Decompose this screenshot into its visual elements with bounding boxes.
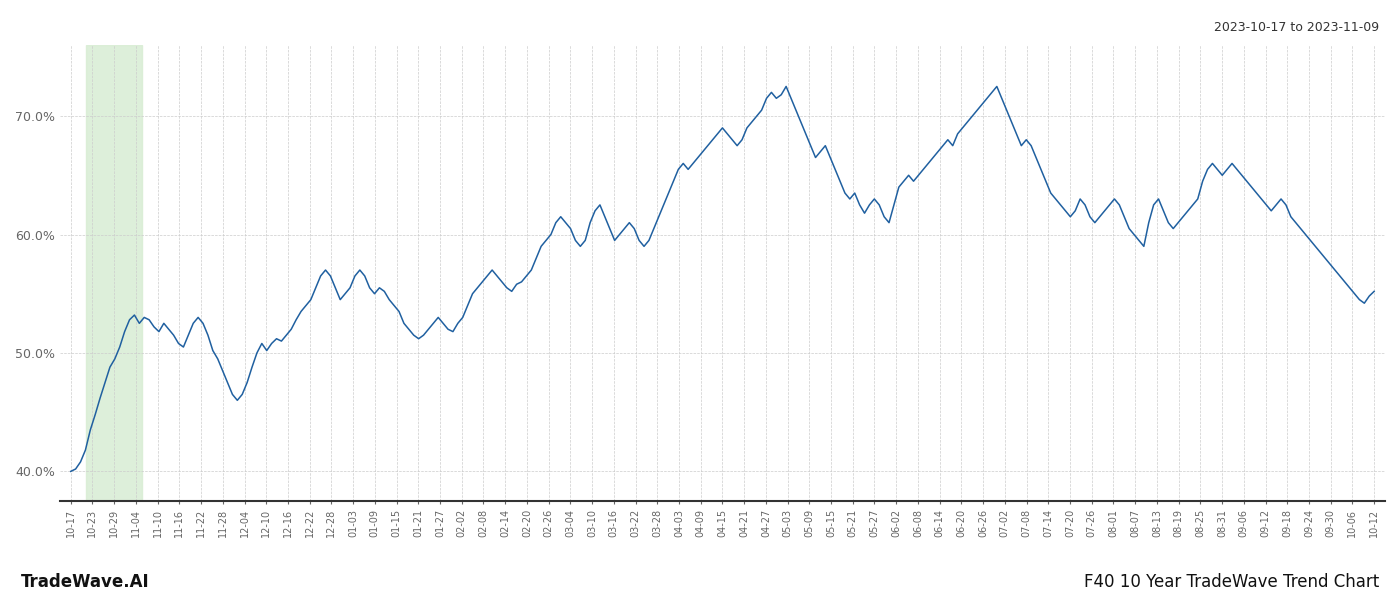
Bar [85,45,143,501]
Text: TradeWave.AI: TradeWave.AI [21,573,150,591]
Text: F40 10 Year TradeWave Trend Chart: F40 10 Year TradeWave Trend Chart [1084,573,1379,591]
Text: 2023-10-17 to 2023-11-09: 2023-10-17 to 2023-11-09 [1214,21,1379,34]
